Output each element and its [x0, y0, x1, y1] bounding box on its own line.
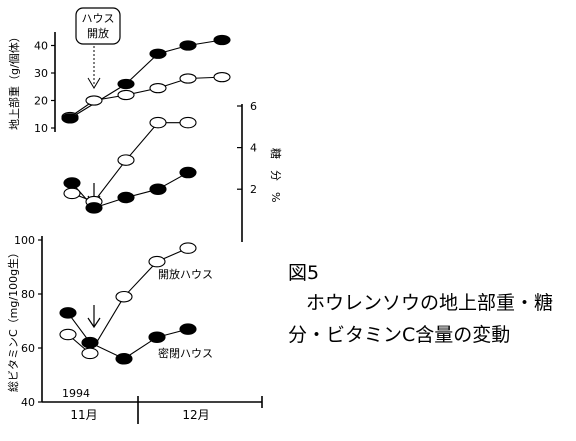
vitc-open-point: [81, 347, 99, 360]
weight-closed-point: [117, 78, 135, 90]
callout-text-line1: ハウス: [82, 12, 115, 25]
vitc-tick-label: 100: [14, 234, 35, 247]
sugar-open-point: [149, 116, 167, 129]
sugar-tick-label: 4: [250, 142, 257, 155]
vitc-tick-label: 40: [21, 396, 35, 409]
vitc-y-axis-label: 総ビタミンC（mg/100g生）: [6, 247, 20, 392]
sugar-closed-point: [63, 177, 81, 189]
vitc-closed-point: [179, 323, 197, 335]
sugar-closed-point: [117, 191, 135, 204]
sugar-tick-label: 2: [250, 183, 257, 196]
weight-closed-point: [149, 48, 167, 59]
vitc-open-point: [148, 255, 166, 268]
sugar-open-point: [63, 187, 81, 200]
weight-tick-label: 10: [34, 122, 48, 135]
vitc-arrow-icon: [87, 305, 101, 329]
weight-closed-point: [61, 113, 79, 124]
vitamin-c-panel: 総ビタミンC（mg/100g生） 1994 11月 12月 開放ハウス 密閉ハウ…: [6, 234, 263, 424]
year-label: 1994: [62, 387, 90, 400]
weight-open-point: [149, 82, 167, 94]
month-label-nov: 11月: [70, 408, 97, 422]
vitc-open-point: [115, 290, 133, 303]
weight-closed-point: [213, 34, 231, 46]
callout-arrow-head: [87, 77, 101, 89]
sugar-closed-point: [179, 166, 197, 179]
sugar-panel: 糖 分 % 2 4 6: [63, 100, 283, 242]
caption-line-2: 分・ビタミンC含量の変動: [288, 324, 511, 346]
vitc-closed-point: [115, 353, 133, 365]
vitc-closed-point: [81, 336, 99, 349]
vitc-open-point: [59, 328, 77, 341]
vitc-closed-point: [148, 331, 166, 343]
weight-panel: 地上部重（g/個体） ハウス 開放 10 20 30 40: [7, 7, 231, 135]
figure-number: 図5: [288, 262, 320, 284]
house-open-callout: [75, 7, 121, 45]
sugar-tick-label: 6: [250, 100, 257, 113]
weight-open-point: [179, 73, 197, 84]
sugar-open-point: [117, 154, 135, 166]
weight-y-axis-label: 地上部重（g/個体）: [7, 31, 21, 130]
callout-text-line2: 開放: [87, 26, 109, 40]
sugar-open-point: [179, 116, 197, 129]
weight-closed-point: [179, 40, 197, 51]
weight-open-point: [213, 71, 231, 83]
weight-closed-line: [69, 39, 223, 119]
sugar-y-axis-label: 糖 分 %: [269, 148, 283, 202]
sugar-closed-point: [85, 202, 103, 214]
month-label-dec: 12月: [182, 408, 209, 422]
vitc-closed-point: [59, 307, 77, 319]
weight-tick-label: 20: [34, 95, 48, 108]
vitc-tick-label: 60: [21, 342, 35, 355]
vitc-open-point: [179, 242, 197, 254]
weight-open-point: [117, 89, 135, 101]
vitc-tick-label: 80: [21, 288, 35, 301]
weight-tick-label: 30: [34, 67, 48, 80]
weight-tick-label: 40: [34, 40, 48, 53]
legend-open-house: 開放ハウス: [158, 267, 213, 281]
sugar-closed-point: [149, 183, 167, 195]
weight-open-point: [85, 95, 103, 106]
caption-line-1: ホウレンソウの地上部重・糖: [306, 292, 554, 314]
legend-closed-house: 密閉ハウス: [158, 346, 213, 360]
